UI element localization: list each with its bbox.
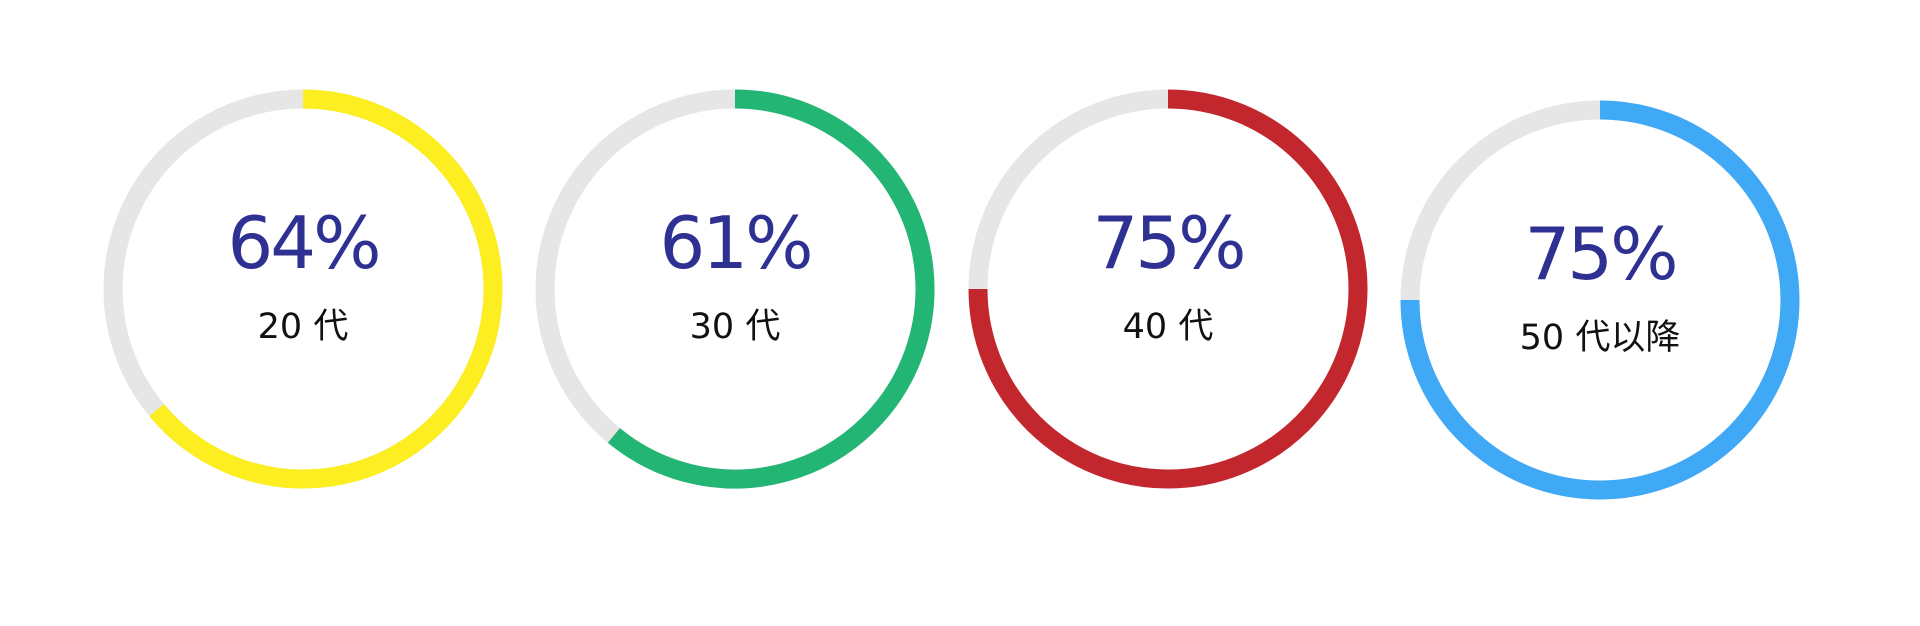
gauge-value: 75% — [1092, 201, 1246, 285]
gauge-label: 20 代 — [257, 307, 349, 347]
donut-progress-arc — [968, 89, 1368, 489]
gauge-value: 61% — [659, 201, 813, 285]
gauge-label: 40 代 — [1122, 307, 1214, 347]
gauge-value: 75% — [1524, 212, 1678, 296]
donut-gauge-50s-plus: 75% 50 代以降 — [1400, 100, 1800, 500]
donut-ring — [103, 89, 503, 489]
donut-ring — [968, 89, 1368, 489]
gauge-value: 64% — [227, 201, 381, 285]
gauge-label: 50 代以降 — [1519, 318, 1681, 358]
donut-ring — [1400, 100, 1800, 500]
donut-ring — [535, 89, 935, 489]
donut-progress-arc — [1400, 100, 1800, 500]
donut-gauge-40s: 75% 40 代 — [968, 89, 1368, 489]
donut-progress-arc — [149, 89, 503, 489]
gauge-label: 30 代 — [689, 307, 781, 347]
donut-progress-arc — [607, 89, 935, 489]
donut-gauge-20s: 64% 20 代 — [103, 89, 503, 489]
donut-gauge-30s: 61% 30 代 — [535, 89, 935, 489]
